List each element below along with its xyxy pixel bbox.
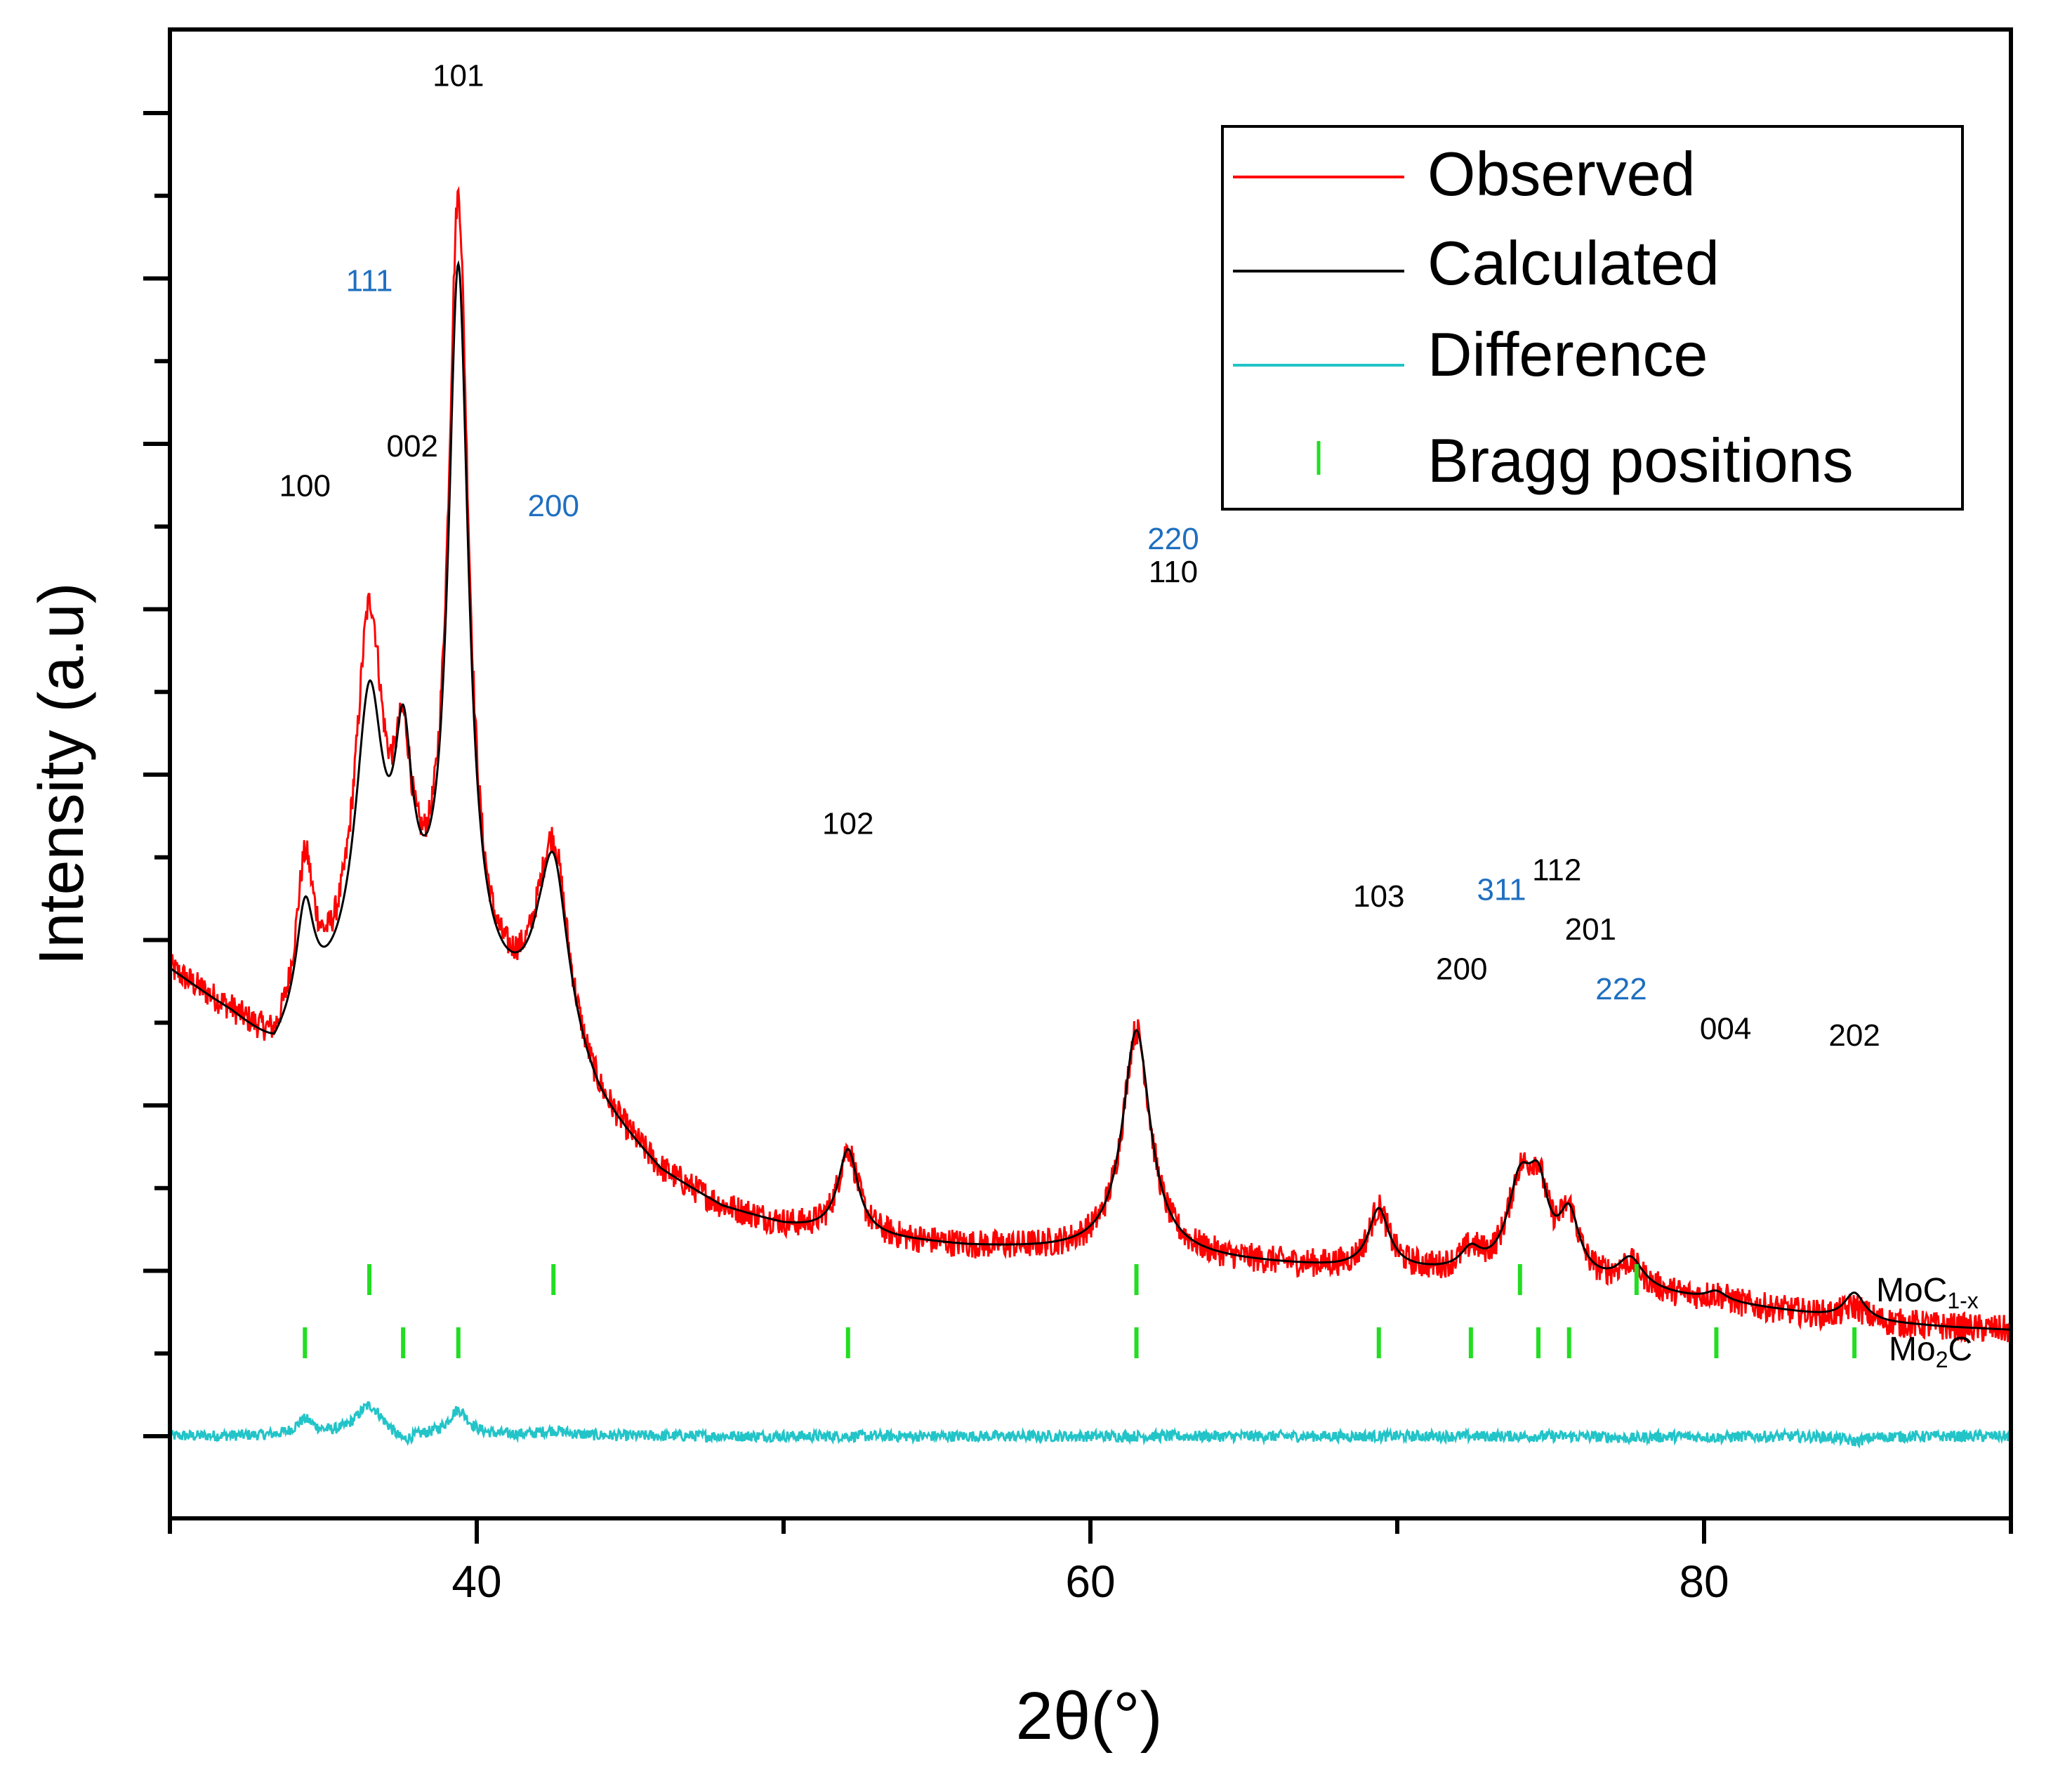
x-tick-label-60: 60: [1065, 1556, 1115, 1607]
peak-label-222-13: 222: [1595, 972, 1647, 1006]
peak-label-100-0: 100: [279, 469, 331, 504]
peak-label-202-15: 202: [1828, 1018, 1880, 1053]
phase-label-mo2c: Mo2C: [1889, 1331, 1972, 1372]
peak-label-004-14: 004: [1700, 1012, 1751, 1046]
legend-label-difference: Difference: [1427, 320, 1708, 389]
legend-label-observed: Observed: [1427, 139, 1696, 209]
x-tick-label-40: 40: [451, 1556, 501, 1607]
legend-label-calculated: Calculated: [1427, 228, 1720, 298]
peak-label-112-10: 112: [1532, 853, 1581, 887]
legend-box: [1221, 125, 1964, 511]
axes: 40 60 80: [143, 111, 2013, 1607]
peak-label-002-2: 002: [387, 429, 438, 464]
difference-series-line: [169, 1401, 2012, 1449]
legend-label-bragg: Bragg positions: [1427, 426, 1854, 495]
phase-label-mo2c-tail: C: [1948, 1331, 1972, 1368]
peak-label-101-3: 101: [433, 58, 484, 93]
phase-label-mo2c-sub: 2: [1936, 1347, 1948, 1372]
peak-label-220-5: 220: [1147, 522, 1199, 556]
phase-label-moc-base: MoC: [1876, 1272, 1947, 1309]
peak-label-102-7: 102: [822, 806, 873, 841]
peak-label-201-12: 201: [1565, 912, 1616, 947]
phase-label-mo2c-base: Mo: [1889, 1331, 1936, 1368]
calculated-series-line: [169, 260, 2012, 1331]
peak-label-200-4: 200: [528, 489, 579, 523]
peak-label-200-11: 200: [1436, 952, 1487, 987]
peak-label-311-9: 311: [1477, 873, 1526, 907]
bragg-positions: [303, 1264, 1857, 1358]
peak-label-103-8: 103: [1353, 879, 1404, 914]
peak-label-111-1: 111: [346, 263, 393, 298]
phase-label-moc-sub: 1-x: [1947, 1288, 1978, 1313]
plot-series: [169, 185, 2012, 1449]
x-axis-title: 2θ(°): [1015, 1678, 1162, 1754]
x-tick-label-80: 80: [1679, 1556, 1729, 1607]
legend: Observed Calculated Difference Bragg pos…: [1221, 125, 1964, 511]
peak-label-110-6: 110: [1149, 555, 1198, 589]
phase-label-moc: MoC1-x: [1876, 1272, 1979, 1313]
y-axis-title: Intensity (a.u): [27, 582, 97, 965]
